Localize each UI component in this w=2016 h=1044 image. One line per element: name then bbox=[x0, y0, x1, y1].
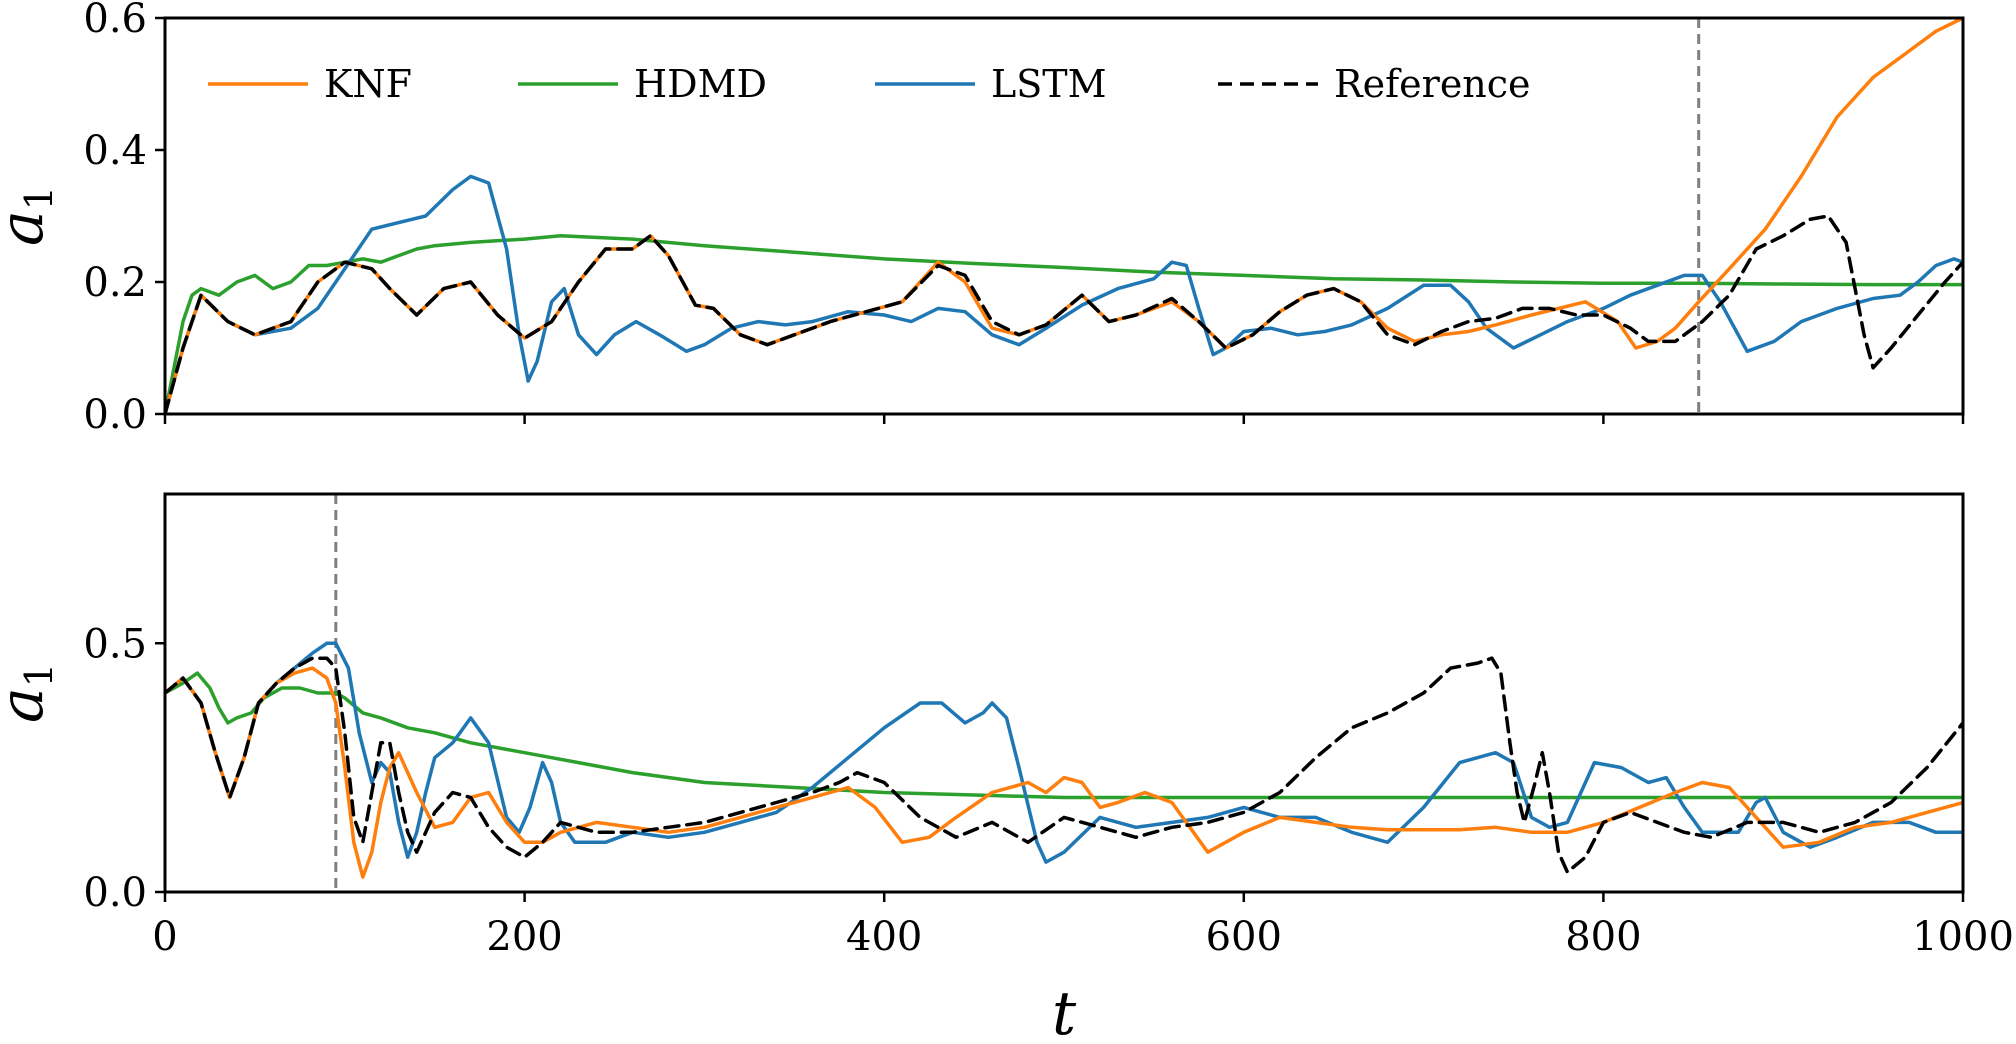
series-line-knf bbox=[165, 666, 1963, 879]
series-line-reference bbox=[165, 214, 1963, 414]
series-line-hdmd bbox=[165, 671, 1963, 800]
series-line-hdmd bbox=[165, 234, 1963, 414]
y-tick-label: 0.4 bbox=[83, 128, 147, 174]
x-tick-label: 800 bbox=[1565, 914, 1641, 960]
x-tick-label: 600 bbox=[1206, 914, 1282, 960]
y-tick-label: 0.0 bbox=[83, 870, 147, 916]
y-axis-label-main: a bbox=[0, 210, 57, 246]
y-axis-label: a1 bbox=[0, 663, 61, 723]
legend-label-knf: KNF bbox=[324, 62, 412, 106]
legend-label-lstm: LSTM bbox=[991, 62, 1107, 106]
y-axis-label: a1 bbox=[0, 186, 61, 246]
y-tick-label: 0.2 bbox=[83, 260, 147, 306]
x-axis-label: t bbox=[1052, 979, 1077, 1044]
series-line-lstm bbox=[165, 174, 1963, 414]
y-axis-label-main: a bbox=[0, 687, 57, 723]
x-tick-label: 400 bbox=[846, 914, 922, 960]
series-line-reference bbox=[165, 656, 1963, 874]
y-tick-label: 0.6 bbox=[83, 0, 147, 42]
y-axis-label-subscript: 1 bbox=[17, 663, 61, 687]
plot-frame bbox=[163, 492, 1965, 894]
x-tick-label: 200 bbox=[486, 914, 562, 960]
legend-label-hdmd: HDMD bbox=[634, 62, 767, 106]
x-tick-label: 1000 bbox=[1912, 914, 2014, 960]
top-panel: 0.0 0.2 0.4 0.6 a1 KNF HDMD LSTM Reference bbox=[0, 0, 1965, 438]
y-tick-label: 0.5 bbox=[83, 621, 147, 667]
plot-frame bbox=[163, 16, 1965, 416]
legend-label-reference: Reference bbox=[1334, 62, 1531, 106]
y-tick-label: 0.0 bbox=[83, 392, 147, 438]
series-line-lstm bbox=[165, 641, 1963, 864]
bottom-panel: 0.0 0.5 0 200 400 600 800 1000 a1 t bbox=[0, 492, 2014, 1044]
x-tick-label: 0 bbox=[152, 914, 177, 960]
y-axis-label-subscript: 1 bbox=[17, 186, 61, 210]
